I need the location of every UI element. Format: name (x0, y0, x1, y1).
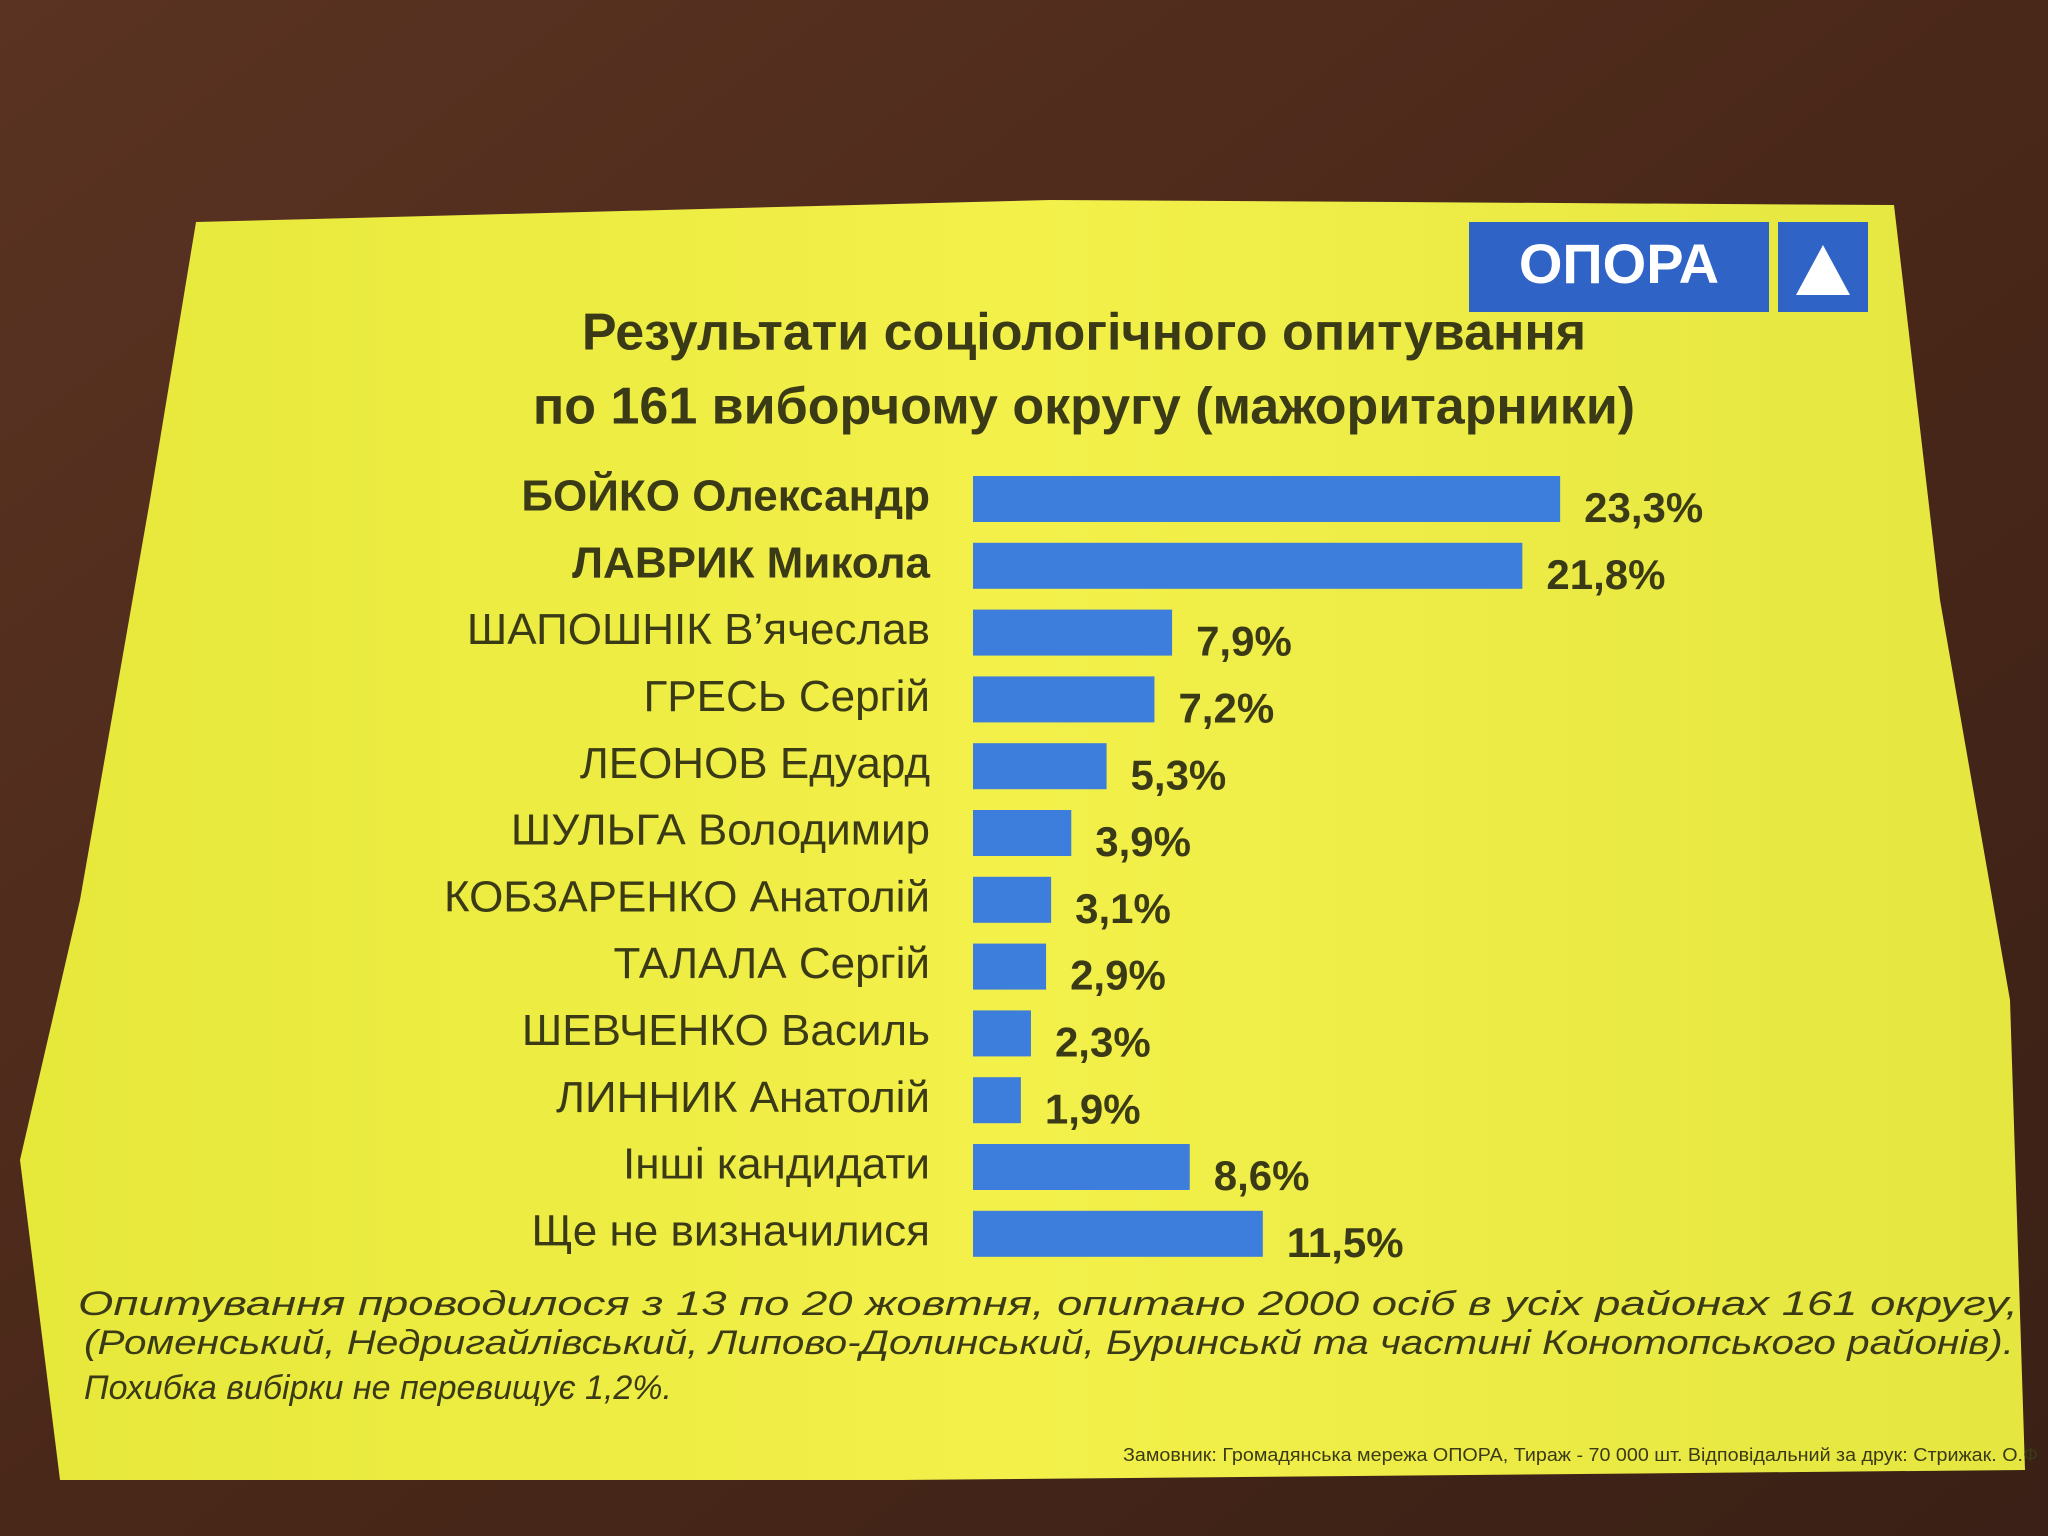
value-label: 2,9% (1070, 952, 1166, 999)
value-label: 21,8% (1546, 551, 1665, 598)
bar (973, 476, 1561, 522)
bar-chart: БОЙКО Олександр 23,3% ЛАВРИК Микола 21,8% ША… (444, 470, 1703, 1266)
category-label: ГРЕСЬ Сергій (643, 672, 930, 721)
bar (973, 943, 1047, 990)
value-label: 11,5% (1287, 1219, 1404, 1266)
chart-title: по 161 виборчому округу (мажоритарники) (533, 378, 1635, 436)
category-label: ШЕВЧЕНКО Василь (522, 1006, 930, 1055)
footer-note: Опитування проводилося з 13 по 20 жовтня… (78, 1285, 2018, 1323)
bar (973, 676, 1155, 723)
imprint: Замовник: Громадянська мережа ОПОРА, Тир… (1123, 1445, 2038, 1465)
bar (973, 1077, 1021, 1124)
value-label: 7,9% (1196, 618, 1292, 665)
value-label: 5,3% (1131, 751, 1227, 798)
logo-text: ОПОРА (1519, 232, 1719, 295)
logo: ОПОРА (1469, 222, 1868, 312)
bar (973, 1144, 1190, 1190)
category-label: Ще не визначилися (532, 1206, 930, 1255)
category-label: ТАЛАЛА Сергій (614, 939, 931, 988)
footer-note: Похибка вибірки не перевищує 1,2%. (84, 1369, 672, 1407)
value-label: 2,3% (1055, 1018, 1151, 1065)
bar (973, 1210, 1263, 1257)
chart-title: Результати соціологічного опитування (582, 304, 1586, 362)
category-label: Інші кандидати (623, 1140, 930, 1189)
bar (973, 542, 1523, 589)
bar (973, 810, 1072, 856)
value-label: 3,9% (1095, 818, 1191, 865)
category-label: БОЙКО Олександр (521, 470, 930, 521)
logo-box (1469, 222, 1769, 312)
bar (973, 1010, 1031, 1057)
category-label: ЛАВРИК Микола (572, 538, 930, 587)
value-label: 3,1% (1075, 885, 1171, 932)
bar (973, 609, 1173, 656)
bar (973, 743, 1107, 790)
footer-note: (Роменський, Недригайлівський, Липово-До… (84, 1324, 2014, 1362)
value-label: 8,6% (1214, 1152, 1310, 1199)
category-label: КОБЗАРЕНКО Анатолій (444, 872, 930, 921)
value-label: 1,9% (1045, 1085, 1141, 1132)
value-label: 23,3% (1584, 484, 1703, 531)
bar (973, 876, 1052, 923)
category-label: ШУЛЬГА Володимир (511, 806, 930, 855)
category-label: ШАПОШНІК В’ячеслав (467, 605, 930, 654)
category-label: ЛЕОНОВ Едуард (580, 739, 930, 788)
value-label: 7,2% (1178, 684, 1274, 731)
logo-triangle (1796, 245, 1850, 295)
category-label: ЛИННИК Анатолій (556, 1073, 930, 1122)
